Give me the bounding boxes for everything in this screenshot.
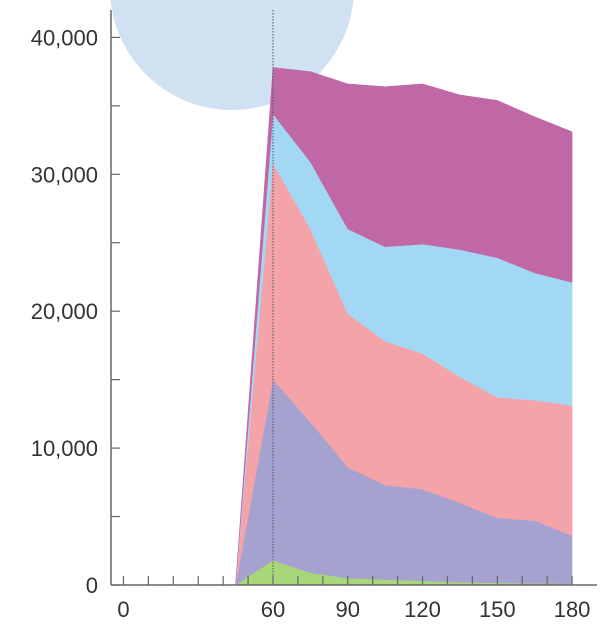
x-tick-label: 0 — [117, 597, 129, 622]
tick-labels-group: 0 10,000 20,000 30,000 40,000 0 60 90 120 150 180 — [31, 25, 591, 622]
x-tick-label: 90 — [336, 597, 360, 622]
axes-group — [110, 10, 597, 586]
x-tick-label: 180 — [554, 597, 591, 622]
x-tick-label: 60 — [261, 597, 285, 622]
x-tick-label: 150 — [479, 597, 516, 622]
y-tick-label: 0 — [86, 573, 98, 598]
y-tick-label: 40,000 — [31, 25, 98, 50]
y-tick-label: 10,000 — [31, 436, 98, 461]
x-tick-label: 120 — [404, 597, 441, 622]
area-series-5 — [235, 67, 573, 586]
y-tick-label: 20,000 — [31, 299, 98, 324]
area-series-group — [234, 67, 573, 586]
y-tick-label: 30,000 — [31, 162, 98, 187]
